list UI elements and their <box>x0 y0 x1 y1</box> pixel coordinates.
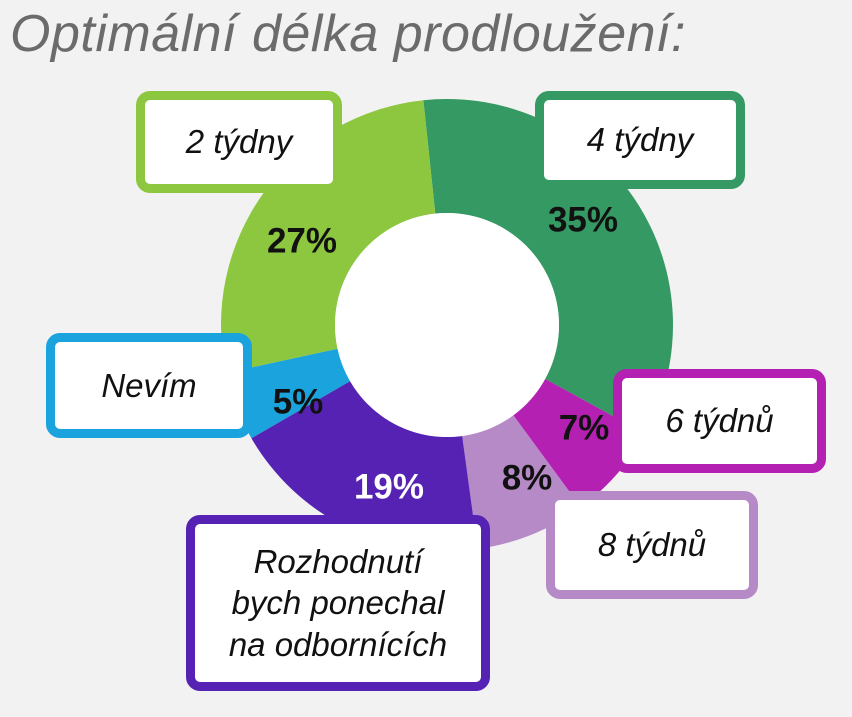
callout-text: 6 týdnů <box>665 400 773 441</box>
callout-line: bych ponechal <box>231 584 445 622</box>
donut-hole <box>335 213 559 437</box>
callout-line: Nevím <box>101 366 197 404</box>
chart-title: Optimální délka prodloužení: <box>10 5 686 63</box>
donut-slice-4 <box>251 381 478 551</box>
donut-slice-6 <box>221 100 436 373</box>
percent-label-5: 5% <box>273 382 324 421</box>
callout-4: Rozhodnutí bych ponechal na odbornících <box>186 515 490 691</box>
donut-slice-5 <box>226 348 351 439</box>
percent-label-4: 19% <box>354 467 424 506</box>
callout-1: 4 týdny <box>535 91 745 189</box>
donut-slice-2 <box>513 378 646 508</box>
percent-label-6: 27% <box>267 221 337 260</box>
percent-label-3: 8% <box>502 458 553 497</box>
callout-line: na odbornících <box>228 625 448 663</box>
percent-label-2: 7% <box>559 408 610 447</box>
callout-2: 6 týdnů <box>613 369 826 473</box>
callout-text: 4 týdny <box>587 119 693 160</box>
callout-text: 2 týdny <box>186 121 292 162</box>
callout-text: Rozhodnutí bych ponechal na odbornících <box>229 541 447 665</box>
callout-5: Nevím <box>46 333 252 438</box>
callout-line: 4 týdny <box>586 121 694 159</box>
callout-text: Nevím <box>101 365 196 406</box>
callout-3: 8 týdnů <box>546 491 758 599</box>
callout-line: 6 týdnů <box>665 402 774 440</box>
percent-label-1: 35% <box>548 200 618 239</box>
callout-6: 2 týdny <box>136 91 342 193</box>
callout-line: 2 týdny <box>185 123 293 161</box>
percent-labels: 35% 7%8% 19% 5% 27% <box>267 200 618 506</box>
callout-line: 8 týdnů <box>597 526 707 564</box>
callout-text: 8 týdnů <box>598 524 706 565</box>
callout-line: Rozhodnutí <box>253 543 423 581</box>
